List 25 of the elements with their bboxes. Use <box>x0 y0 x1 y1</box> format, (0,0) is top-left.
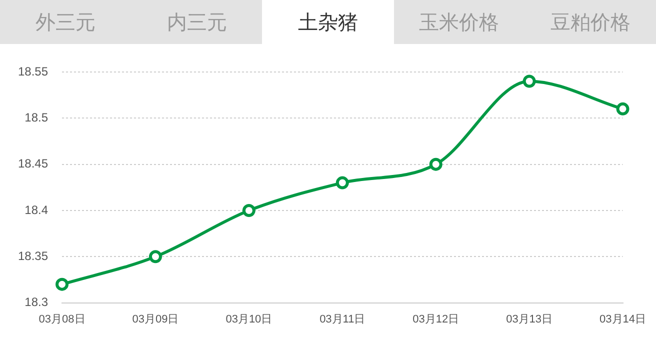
point <box>148 250 162 264</box>
point <box>522 74 536 88</box>
x-tick-label: 03月13日 <box>506 313 553 326</box>
text: 内三元 <box>166 9 228 36</box>
x-tick-label: 03月11日 <box>320 313 366 326</box>
y-tick-label: 18.55 <box>18 64 48 78</box>
chart-title: 土杂猪 <box>262 0 394 44</box>
y-tick-label: 18.5 <box>24 110 48 124</box>
y-tick-label: 18.3 <box>24 295 48 310</box>
point <box>242 204 256 217</box>
point <box>56 278 69 291</box>
x-tick-label: 03月12日 <box>412 313 460 326</box>
x-tick-label: 03月08日 <box>38 313 86 326</box>
x-tick-label: 03月09日 <box>132 313 179 326</box>
text: 外三元 <box>34 9 97 36</box>
point <box>336 176 349 190</box>
point <box>429 158 442 171</box>
x-tick-label: 03月14日 <box>600 313 646 326</box>
y-tick-label: 18.4 <box>24 202 48 217</box>
y-tick-label: 18.35 <box>18 248 48 263</box>
y-tick-label: 18.45 <box>18 156 48 171</box>
point <box>616 102 630 116</box>
text: 豆粕价格 <box>549 9 632 36</box>
x-tick-label: 03月10日 <box>226 313 272 326</box>
text: 玉米价格 <box>418 9 500 36</box>
